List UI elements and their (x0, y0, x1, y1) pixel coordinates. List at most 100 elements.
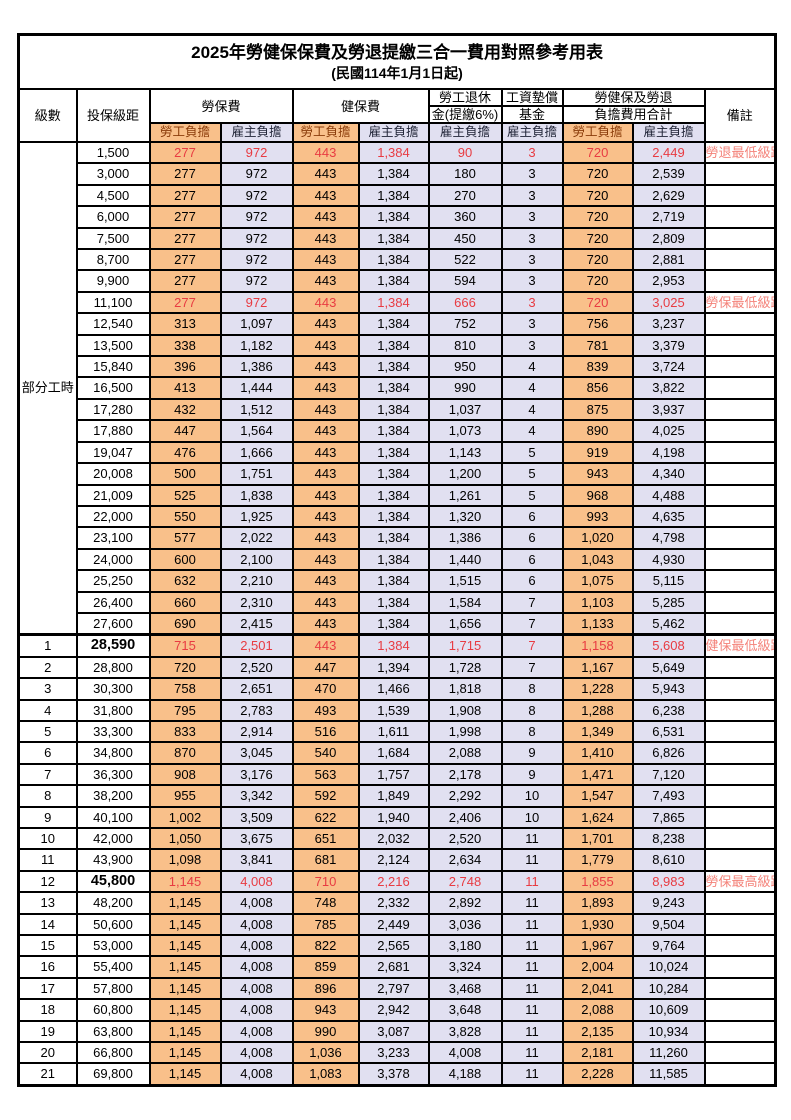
value-cell: 4,008 (219, 1019, 294, 1044)
bracket-cell: 21,009 (75, 483, 151, 507)
value-cell: 1,073 (427, 419, 503, 443)
table-row: 14 50,600 1,145 4,008 785 2,449 3,036 11 1,930 9,… (17, 912, 777, 937)
remark-cell (703, 741, 777, 765)
value-cell: 1,167 (561, 655, 634, 680)
remark-cell (703, 226, 777, 251)
value-cell: 943 (291, 998, 360, 1022)
subheader-wage-fund-employer: 雇主負擔 (500, 122, 564, 143)
value-cell: 277 (148, 248, 222, 272)
value-cell: 1,849 (357, 784, 430, 808)
value-cell: 525 (148, 483, 222, 507)
value-cell: 1,728 (427, 655, 503, 680)
col-header-remark: 備註 (703, 88, 777, 143)
remark-cell (703, 440, 777, 465)
col-header-total-line2: 負擔費用合計 (561, 105, 706, 124)
bracket-cell: 57,800 (75, 976, 151, 1001)
value-cell: 3,937 (631, 397, 706, 422)
table-row: 22,000 550 1,925 443 1,384 1,320 6 993 4,635 (19, 504, 777, 529)
value-cell: 1,145 (148, 955, 222, 979)
bracket-cell: 24,000 (75, 547, 151, 572)
value-cell: 1,145 (148, 998, 222, 1022)
table-row: 19 63,800 1,145 4,008 990 3,087 3,828 11 2,135 10… (17, 1019, 777, 1044)
value-cell: 90 (427, 140, 503, 165)
table-row: 8 38,200 955 3,342 592 1,849 2,292 10 1,547 7,493 (17, 784, 777, 808)
value-cell: 4,025 (631, 419, 706, 443)
value-cell: 3 (500, 333, 564, 358)
bracket-cell: 17,880 (75, 419, 151, 443)
value-cell: 1,384 (357, 526, 430, 550)
value-cell: 9 (500, 762, 564, 787)
value-cell: 9,764 (631, 934, 706, 958)
value-cell: 748 (291, 891, 360, 915)
value-cell: 577 (148, 526, 222, 550)
value-cell: 1,384 (357, 183, 430, 208)
value-cell: 1,036 (291, 1041, 360, 1065)
remark-cell (703, 719, 777, 744)
value-cell: 443 (291, 183, 360, 208)
value-cell: 2,520 (219, 655, 294, 680)
value-cell: 10,024 (631, 955, 706, 979)
value-cell: 4 (500, 376, 564, 400)
bracket-cell: 33,300 (75, 719, 151, 744)
value-cell: 3,180 (427, 934, 503, 958)
remark-cell (703, 934, 777, 958)
value-cell: 1,701 (561, 826, 634, 851)
subheader-labor-employee: 勞工負擔 (148, 122, 222, 143)
value-cell: 972 (219, 226, 294, 251)
level-cell: 15 (17, 934, 78, 958)
value-cell: 758 (148, 677, 222, 701)
table-row: 10 42,000 1,050 3,675 651 2,032 2,520 11 1,701 8,… (17, 826, 777, 851)
value-cell: 4,008 (219, 869, 294, 894)
value-cell: 7,120 (631, 762, 706, 787)
value-cell: 2,088 (427, 741, 503, 765)
group-header-row-1: 級數 投保級距 勞保費 健保費 勞工退休 工資墊償 勞健保及勞退 備註 (17, 88, 777, 143)
bracket-cell: 26,400 (75, 590, 151, 614)
table-row: 24,000 600 2,100 443 1,384 1,440 6 1,043 4,930 (19, 547, 777, 572)
table-row: 3 30,300 758 2,651 470 1,466 1,818 8 1,228 5,943 (17, 677, 777, 701)
value-cell: 9,243 (631, 891, 706, 915)
bracket-cell: 48,200 (75, 891, 151, 915)
value-cell: 1,838 (219, 483, 294, 507)
value-cell: 1,349 (561, 719, 634, 744)
value-cell: 1,145 (148, 869, 222, 894)
value-cell: 1,228 (561, 677, 634, 701)
bracket-cell: 50,600 (75, 912, 151, 937)
table-row: 17,280 432 1,512 443 1,384 1,037 4 875 3,937 (19, 397, 777, 422)
level-cell: 12 (17, 869, 78, 894)
table-row: 18 60,800 1,145 4,008 943 2,942 3,648 11 2,088 10… (17, 998, 777, 1022)
value-cell: 1,384 (357, 290, 430, 315)
value-cell: 720 (561, 269, 634, 293)
bracket-cell: 36,300 (75, 762, 151, 787)
value-cell: 10 (500, 805, 564, 830)
value-cell: 3,176 (219, 762, 294, 787)
value-cell: 651 (291, 826, 360, 851)
value-cell: 550 (148, 504, 222, 529)
value-cell: 7 (500, 633, 564, 658)
bracket-cell: 8,700 (75, 248, 151, 272)
value-cell: 5 (500, 462, 564, 486)
remark-cell (703, 976, 777, 1001)
value-cell: 5 (500, 483, 564, 507)
value-cell: 10,284 (631, 976, 706, 1001)
value-cell: 870 (148, 741, 222, 765)
value-cell: 443 (291, 290, 360, 315)
value-cell: 1,394 (357, 655, 430, 680)
level-cell: 9 (17, 805, 78, 830)
table-row: 7 36,300 908 3,176 563 1,757 2,178 9 1,471 7,120 (17, 762, 777, 787)
value-cell: 8,610 (631, 848, 706, 872)
value-cell: 1,684 (357, 741, 430, 765)
value-cell: 3,822 (631, 376, 706, 400)
subheader-labor-employer: 雇主負擔 (219, 122, 294, 143)
value-cell: 7,865 (631, 805, 706, 830)
bracket-cell: 4,500 (75, 183, 151, 208)
bracket-cell: 66,800 (75, 1041, 151, 1065)
value-cell: 3,324 (427, 955, 503, 979)
value-cell: 11 (500, 998, 564, 1022)
value-cell: 5,115 (631, 569, 706, 593)
value-cell: 1,384 (357, 547, 430, 572)
col-header-bracket: 投保級距 (75, 88, 151, 143)
value-cell: 6,238 (631, 698, 706, 722)
value-cell: 1,666 (219, 440, 294, 465)
bracket-cell: 6,000 (75, 205, 151, 229)
value-cell: 3,237 (631, 312, 706, 336)
